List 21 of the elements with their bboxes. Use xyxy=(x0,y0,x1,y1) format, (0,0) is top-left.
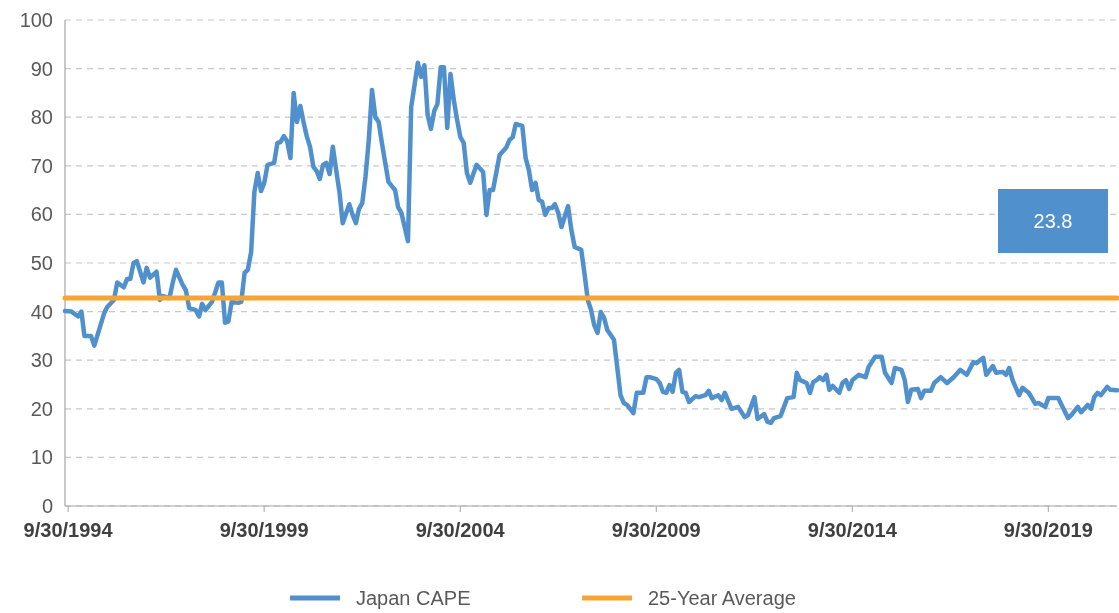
y-tick-label: 20 xyxy=(30,397,53,420)
x-tick-label: 9/30/2004 xyxy=(415,519,506,541)
x-tick-label: 9/30/1999 xyxy=(219,519,309,541)
y-tick-label: 0 xyxy=(41,495,53,517)
x-tick-label: 9/30/1994 xyxy=(23,519,114,541)
y-tick-label: 100 xyxy=(19,9,53,31)
y-tick-label: 90 xyxy=(30,57,53,80)
legend-label: Japan CAPE xyxy=(356,587,471,609)
x-tick-label: 9/30/2019 xyxy=(1003,519,1093,541)
y-tick-label: 30 xyxy=(30,349,53,372)
x-tick-label: 9/30/2014 xyxy=(807,519,898,541)
y-tick-label: 80 xyxy=(30,106,53,129)
line-series xyxy=(62,60,1119,426)
annotation: 23.8 xyxy=(1033,210,1073,232)
y-tick-label: 70 xyxy=(30,154,53,177)
y-tick-label: 50 xyxy=(30,252,53,274)
y-tick-label: 40 xyxy=(30,300,53,323)
y-tick-label: 60 xyxy=(30,203,53,226)
y-tick-label: 10 xyxy=(30,446,53,469)
legend-label: 25-Year Average xyxy=(648,587,796,609)
x-tick-label: 9/30/2009 xyxy=(611,519,701,541)
